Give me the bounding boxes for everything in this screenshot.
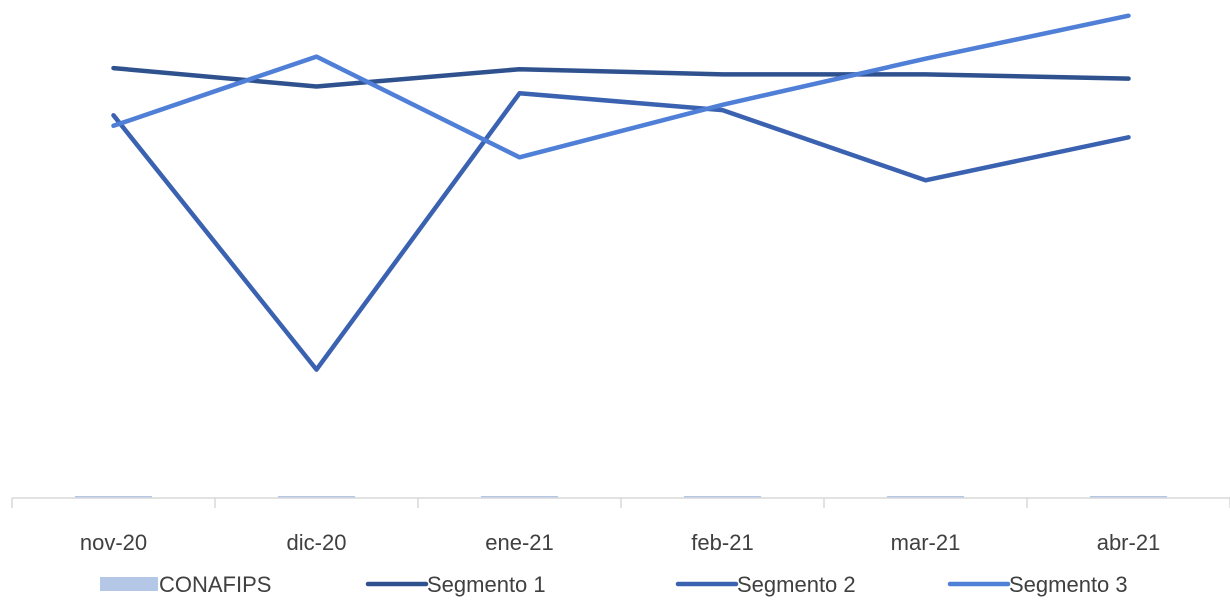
bar-conafips: [277, 496, 356, 498]
series-line-segmento-1: [111, 65, 1131, 89]
x-tick-label: mar-21: [891, 530, 961, 555]
series-line-segmento-2: [111, 91, 1131, 372]
bar-conafips: [74, 496, 153, 498]
x-tick-label: abr-21: [1097, 530, 1161, 555]
x-tick-label: feb-21: [691, 530, 753, 555]
x-tick-label: nov-20: [80, 530, 147, 555]
legend-label: CONAFIPS: [159, 572, 271, 597]
series-line-segmento-3: [111, 13, 1131, 160]
bar-conafips: [1089, 496, 1168, 498]
bar-series-layer: [74, 496, 1168, 498]
x-axis-group: nov-20 dic-20 ene-21 feb-21 mar-21 abr-21: [11, 498, 1230, 555]
x-tick-label: dic-20: [287, 530, 347, 555]
legend-label: Segmento 2: [737, 572, 856, 597]
legend-label: Segmento 3: [1009, 572, 1128, 597]
line-series-layer: [111, 13, 1131, 372]
legend-swatch-bar: [100, 577, 158, 591]
bar-conafips: [886, 496, 965, 498]
bar-conafips: [683, 496, 762, 498]
legend-label: Segmento 1: [427, 572, 546, 597]
bar-conafips: [480, 496, 559, 498]
x-tick-label: ene-21: [485, 530, 554, 555]
legend: CONAFIPS Segmento 1 Segmento 2 Segmento 3: [100, 572, 1128, 597]
